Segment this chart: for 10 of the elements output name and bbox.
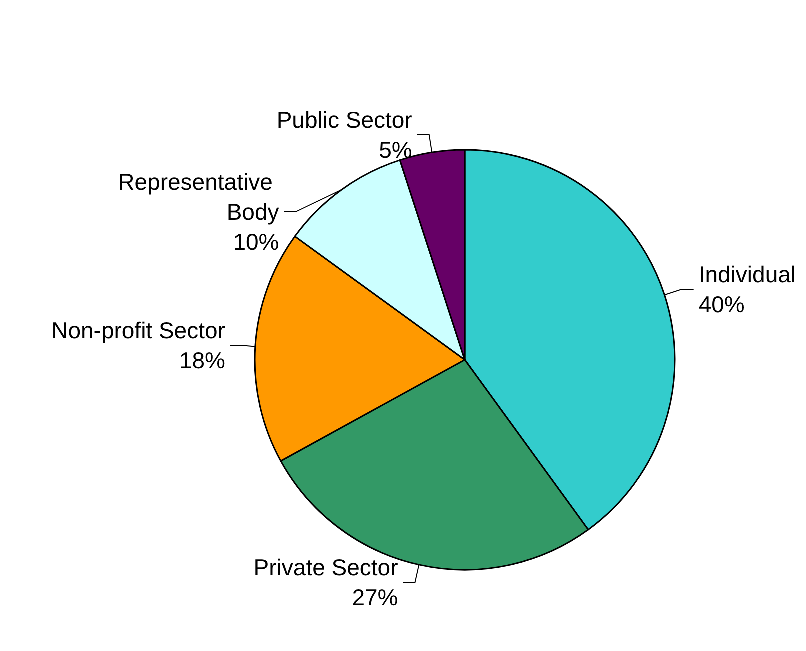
slice-label: Private Sector — [254, 554, 399, 581]
slice-label: Public Sector — [276, 106, 413, 133]
slice-label: Individual — [698, 262, 796, 288]
data-label: 18% — [179, 348, 226, 374]
slice-label: Non-profit Sector — [52, 318, 226, 344]
data-label: 10% — [233, 228, 280, 255]
data-label: 40% — [698, 292, 745, 318]
data-label: 5% — [379, 136, 412, 163]
data-label: 27% — [352, 584, 398, 611]
slice-label: Representative Body — [118, 168, 280, 225]
